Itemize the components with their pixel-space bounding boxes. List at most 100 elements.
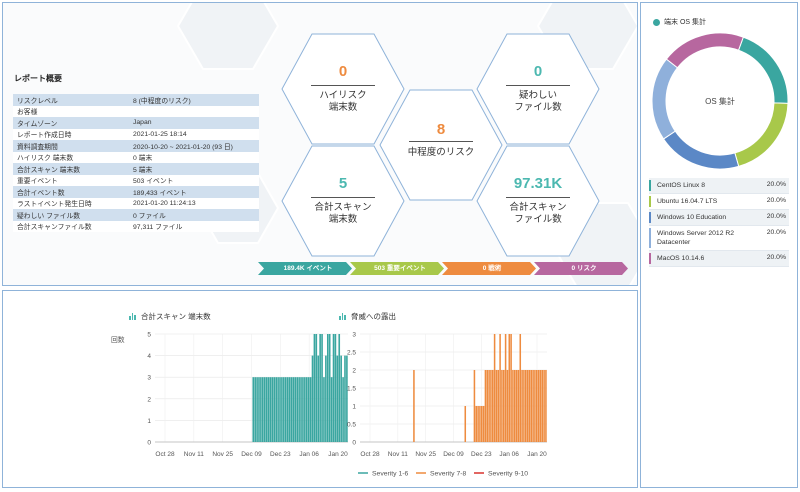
- chart-bar[interactable]: [523, 370, 525, 442]
- chart-bar[interactable]: [332, 334, 335, 442]
- chart-bar[interactable]: [292, 377, 295, 442]
- chart-bar[interactable]: [530, 370, 533, 442]
- chart-bar[interactable]: [262, 377, 264, 442]
- chart-bar[interactable]: [492, 370, 494, 442]
- chart-bar[interactable]: [283, 377, 285, 442]
- os-legend-item[interactable]: MacOS 10.14.6 20.0%: [649, 251, 789, 267]
- chart-bar[interactable]: [279, 377, 281, 442]
- chart-bar[interactable]: [254, 377, 256, 442]
- chart-bar[interactable]: [510, 334, 512, 442]
- donut-slice[interactable]: [651, 58, 679, 140]
- chart-bar[interactable]: [506, 370, 509, 442]
- chart-bar[interactable]: [534, 370, 536, 442]
- tactics-bar-label[interactable]: 0 戦術: [482, 265, 502, 272]
- risks-bar-label[interactable]: 0 リスク: [571, 265, 597, 272]
- chart-bar[interactable]: [298, 377, 300, 442]
- chart-bar[interactable]: [305, 377, 308, 442]
- chart-bar[interactable]: [271, 377, 274, 442]
- chart-bar[interactable]: [503, 370, 505, 442]
- chart-bar[interactable]: [311, 355, 314, 442]
- chart-bar[interactable]: [484, 370, 487, 442]
- chart-bar[interactable]: [300, 377, 302, 442]
- chart-bar[interactable]: [334, 334, 337, 442]
- chart-bar[interactable]: [258, 377, 260, 442]
- chart-bar[interactable]: [265, 377, 268, 442]
- stat-scan-files[interactable]: 97.31K 合計スキャン ファイル数: [476, 145, 600, 257]
- chart-bar[interactable]: [514, 370, 516, 442]
- chart-bar[interactable]: [290, 377, 293, 442]
- os-legend-item[interactable]: Windows 10 Education 20.0%: [649, 210, 789, 226]
- chart-bar[interactable]: [328, 334, 331, 442]
- chart-bar[interactable]: [275, 377, 277, 442]
- chart-bar[interactable]: [493, 334, 496, 442]
- donut-slice[interactable]: [734, 102, 789, 168]
- chart-bar[interactable]: [342, 377, 344, 442]
- chart-bar[interactable]: [256, 377, 258, 442]
- chart-bar[interactable]: [302, 377, 304, 442]
- legend-label[interactable]: Severity 7-8: [430, 471, 466, 478]
- chart-bar[interactable]: [488, 370, 490, 442]
- important-events-bar-shape[interactable]: [350, 262, 444, 275]
- chart-bar[interactable]: [304, 377, 306, 442]
- chart-bar[interactable]: [273, 377, 276, 442]
- chart-bar[interactable]: [267, 377, 270, 442]
- chart-bar[interactable]: [288, 377, 291, 442]
- chart-bar[interactable]: [309, 377, 312, 442]
- chart-bar[interactable]: [330, 377, 333, 442]
- legend-label[interactable]: Severity 9-10: [488, 471, 528, 478]
- os-legend-item[interactable]: CentOS Linux 8 20.0%: [649, 178, 789, 194]
- important-events-bar-label[interactable]: 503 重要イベント: [374, 265, 426, 272]
- chart-bar[interactable]: [344, 355, 346, 442]
- stat-suspicious-files[interactable]: 0 疑わしい ファイル数: [476, 33, 600, 145]
- tactics-bar-shape[interactable]: [442, 262, 536, 275]
- chart-bar[interactable]: [319, 334, 321, 442]
- os-legend-item[interactable]: Windows Server 2012 R2 Datacenter 20.0%: [649, 226, 789, 251]
- legend-label[interactable]: Severity 1-6: [372, 471, 408, 478]
- chart-bar[interactable]: [315, 334, 318, 442]
- chart-bar[interactable]: [321, 334, 323, 442]
- chart-bar[interactable]: [536, 370, 538, 442]
- chart-bar[interactable]: [296, 377, 299, 442]
- chart-bar[interactable]: [263, 377, 266, 442]
- chart-bar[interactable]: [490, 370, 492, 442]
- chart-bar[interactable]: [526, 370, 529, 442]
- chart-bar[interactable]: [464, 406, 467, 442]
- chart-bar[interactable]: [313, 334, 316, 442]
- chart-bar[interactable]: [501, 370, 503, 442]
- chart-bar[interactable]: [260, 377, 262, 442]
- chart-bar[interactable]: [499, 334, 501, 442]
- chart-bar[interactable]: [294, 377, 297, 442]
- os-legend-item[interactable]: Ubuntu 16.04.7 LTS 20.0%: [649, 194, 789, 210]
- chart-bar[interactable]: [532, 370, 534, 442]
- chart-bar[interactable]: [537, 370, 540, 442]
- chart-bar[interactable]: [479, 406, 481, 442]
- events-bar-label[interactable]: 189.4K イベント: [283, 265, 333, 272]
- chart-bar[interactable]: [284, 377, 287, 442]
- chart-bar[interactable]: [486, 370, 489, 442]
- chart-bar[interactable]: [519, 334, 522, 442]
- chart-bar[interactable]: [525, 370, 527, 442]
- chart-bar[interactable]: [307, 377, 310, 442]
- chart-bar[interactable]: [517, 370, 520, 442]
- chart-bar[interactable]: [336, 355, 339, 442]
- chart-bar[interactable]: [545, 370, 547, 442]
- chart-bar[interactable]: [338, 334, 341, 442]
- chart-bar[interactable]: [482, 406, 485, 442]
- donut-slice[interactable]: [662, 130, 740, 170]
- chart-bar[interactable]: [277, 377, 279, 442]
- chart-bar[interactable]: [495, 370, 498, 442]
- chart-bar[interactable]: [504, 334, 507, 442]
- chart-bar[interactable]: [413, 370, 415, 442]
- events-bar-shape[interactable]: [258, 262, 352, 275]
- chart-bar[interactable]: [346, 355, 348, 442]
- stat-medium-risk[interactable]: 8 中程度のリスク: [379, 89, 503, 201]
- chart-bar[interactable]: [323, 377, 325, 442]
- chart-bar[interactable]: [539, 370, 542, 442]
- chart-bar[interactable]: [481, 406, 483, 442]
- chart-bar[interactable]: [325, 355, 327, 442]
- chart-bar[interactable]: [541, 370, 544, 442]
- chart-bar[interactable]: [340, 355, 342, 442]
- chart-bar[interactable]: [477, 406, 479, 442]
- chart-bar[interactable]: [497, 370, 500, 442]
- stat-scan-endpoints[interactable]: 5 合計スキャン 端末数: [281, 145, 405, 257]
